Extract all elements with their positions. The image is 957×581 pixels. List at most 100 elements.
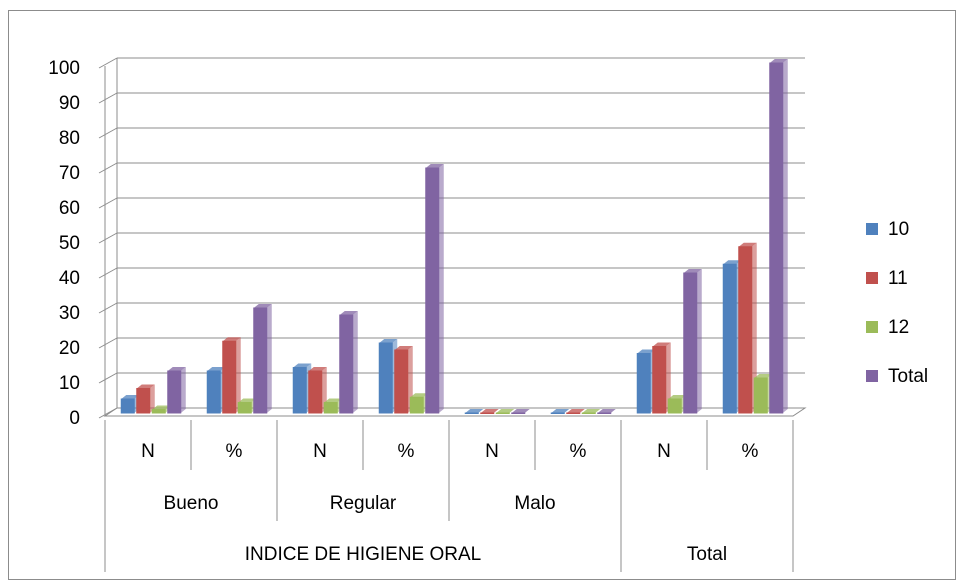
bar [738,246,753,414]
y-tick-label: 0 [69,408,80,429]
x-tick-label: N [313,441,327,462]
bar [667,398,682,414]
bar-top [597,409,616,413]
bar-side [149,384,155,413]
x-tick-label: % [570,441,587,462]
bar-top [637,349,656,354]
bar-side [266,304,272,413]
bar-top [121,395,140,399]
bar-top [222,337,241,342]
legend-swatch [866,272,878,284]
y-tick-label: 80 [59,128,80,149]
x-tick-label: N [485,441,499,462]
bar [683,272,698,414]
bar-top [582,409,601,413]
bar [495,412,510,414]
legend-swatch [866,223,878,235]
tick-mark [98,162,118,174]
bar-top [253,304,272,308]
bar [652,346,667,414]
bar-top [668,395,687,399]
bar-top [566,409,585,413]
y-tick-label: 50 [59,233,80,254]
bar-top [652,342,671,347]
y-tick-label: 70 [59,163,80,184]
bar-top [152,405,171,410]
bar-side [696,269,702,413]
bar-top [293,363,312,368]
y-tick-label: 90 [59,93,80,114]
bar-side [352,311,358,413]
bar-top [238,398,257,403]
bar [464,412,479,414]
bar-top [207,367,226,371]
legend-label: 11 [888,268,908,289]
bar-top [769,59,788,63]
bar-top [551,409,570,413]
bar-top [738,242,757,247]
y-tick-label: 10 [59,373,80,394]
bar [409,396,424,414]
bar-top [683,269,702,273]
bar-top [480,409,499,413]
bar-top [394,346,413,350]
bar-side [180,367,186,413]
x-tick-label: N [657,441,671,462]
bar-top [425,164,444,168]
bar-top [339,311,358,315]
tick-mark [98,407,118,419]
bar [769,62,784,414]
bar [722,263,737,414]
bar-top [723,260,742,265]
bar [394,349,409,414]
y-tick-label: 40 [59,268,80,289]
bar [292,367,307,414]
bar [323,402,338,414]
bar [511,412,526,414]
tick-mark [98,302,118,314]
bar [566,412,581,414]
y-tick-label: 20 [59,338,80,359]
tick-mark [98,232,118,244]
tick-mark [98,57,118,69]
bar [480,412,495,414]
bar-top [379,339,398,343]
x-tick-label: % [226,441,243,462]
y-tick-label: 60 [59,198,80,219]
bar [753,377,768,414]
bar-top [324,398,343,403]
bar [550,412,565,414]
bar [253,307,268,414]
legend-label: 10 [888,219,909,240]
bar-side [665,342,671,413]
bar [120,398,135,414]
tick-mark [98,337,118,349]
bar-top [754,374,773,378]
bar [378,342,393,414]
tick-mark [98,372,118,384]
legend-label: Total [888,366,928,387]
bar [222,340,237,414]
bar [136,388,151,414]
bar-side [438,164,444,413]
bar-top [136,384,155,389]
bar [237,402,252,414]
bar-top [465,409,484,413]
bar [151,409,166,414]
bar-top [308,367,327,371]
group-label: Bueno [164,493,219,514]
x-tick-label: % [742,441,759,462]
bar [636,353,651,414]
bar-top [410,393,429,398]
tick-mark [98,267,118,279]
bar-side [235,337,241,413]
chart-frame [8,10,956,580]
bar-top [511,409,530,413]
bar [167,370,182,414]
group-label: Total [687,544,727,565]
bar [308,370,323,414]
bar [581,412,596,414]
x-tick-label: N [141,441,155,462]
bar-top [496,409,515,413]
